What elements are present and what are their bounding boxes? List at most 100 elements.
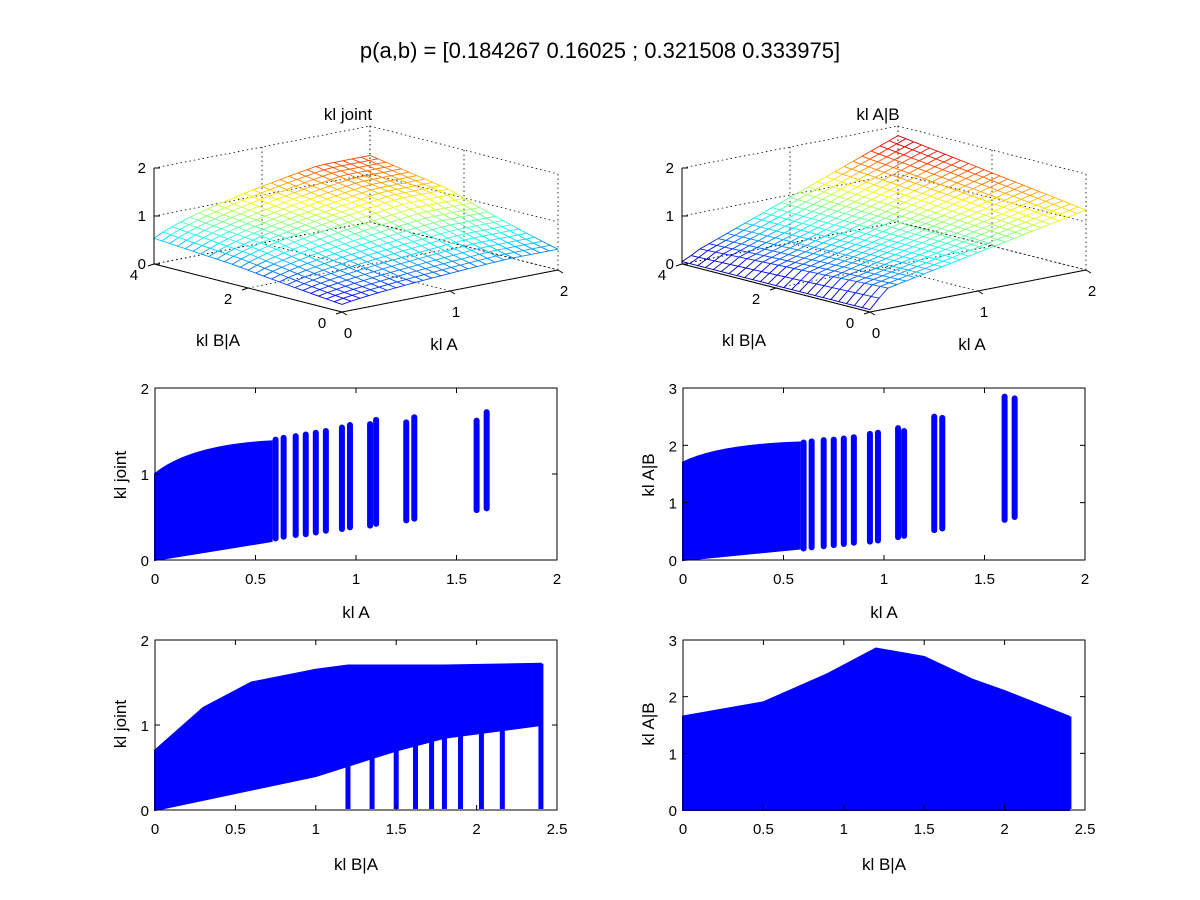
surface-mesh-cell [760,223,778,230]
surface-mesh-cell [259,198,277,204]
surface-mesh-cell [844,258,862,264]
y-tick-label: 1 [669,746,677,763]
surface-mesh-cell [760,274,778,285]
surface-mesh-cell [1027,207,1045,213]
surface-mesh-cell [272,270,290,275]
surface-mesh-cell [823,239,841,246]
surface-mesh-cell [296,227,314,232]
surface-mesh-cell [888,194,906,201]
surface-edge [502,220,512,226]
surface-mesh-cell [354,282,372,288]
surface-mesh-cell [486,217,504,223]
surface-edge [342,158,353,162]
surface-mesh-cell [930,194,948,200]
surface-mesh-cell [311,285,329,291]
surface-mesh-cell [722,256,740,265]
surface-mesh-cell [777,220,795,227]
scatter-kl-joint-vs-kl-b-given-a: kl B|A kl joint 0 0.5 1 1.5 2 2.5 0 1 2 [111,633,567,874]
surface-mesh-cell [448,231,467,237]
x-tick-mark [557,269,564,274]
grid-line [153,173,371,217]
surface-mesh-cell [790,238,808,244]
surface-mesh-cell [838,292,856,305]
surface-plot-title: kl joint [324,105,372,124]
surface-mesh-cell [824,233,842,239]
surface-mesh-cell [877,159,895,166]
surface-mesh-cell [971,194,989,200]
surface-edge [726,227,737,234]
surface-edge [1007,178,1016,183]
surface-edge [905,138,914,143]
surface-mesh-cell [932,230,950,236]
surface-mesh-cell [822,246,840,252]
surface-mesh-cell [222,220,240,226]
surface-mesh-cell [410,254,428,260]
surface-edge [888,135,899,142]
surface-mesh-cell [892,172,910,179]
surface-mesh-cell [395,194,413,199]
surface-mesh-cell [279,280,297,286]
surface-mesh-cell [786,263,804,269]
surface-mesh-cell [876,260,895,265]
surface-mesh-cell [941,226,959,232]
surface-mesh-cell [337,282,355,287]
surface-mesh-cell [280,273,298,279]
surface-mesh-cell [1045,200,1063,205]
surface-mesh-cell [353,288,371,293]
surface-mesh-cell [344,192,362,197]
surface-mesh-cell [180,219,199,226]
surface-mesh-cell [457,228,476,235]
surface-mesh-cell [726,229,745,236]
surface-mesh-cell [993,209,1012,215]
surface-mesh-cell [432,271,451,277]
surface-mesh-cell [260,192,278,197]
surface-mesh-cell [322,175,340,181]
surface-mesh-cell [497,249,515,255]
surface-mesh-cell [295,185,313,190]
surface-mesh-cell [225,251,243,257]
surface-mesh-cell [425,268,443,273]
surface-mesh-cell [251,195,269,201]
surface-mesh-cell [389,180,407,185]
surface-mesh-cell [332,167,350,172]
surface-mesh-cell [863,194,882,200]
surface-mesh-cell [444,207,462,214]
surface-mesh-cell [749,242,767,248]
surface-mesh-cell [880,284,898,289]
surface-mesh-cell [911,250,929,256]
surface-mesh-cell [689,258,707,267]
surface-mesh-cell [883,267,901,273]
surface-edge [401,168,410,173]
surface-mesh-cell [784,229,802,236]
surface-edge [780,197,791,203]
surface-mesh-cell [941,175,959,181]
scatter-kl-a-given-b-vs-kl-b-given-a: kl B|A kl A|B 0 0.5 1 1.5 2 2.5 0 1 2 3 [639,633,1095,874]
x-tick-mark [341,311,348,316]
surface-mesh-cell [338,182,356,187]
surface-mesh-cell [397,183,415,189]
surface-edge [913,141,922,146]
surface-mesh-cell [415,227,433,233]
y-tick-label: 4 [658,267,666,284]
surface-mesh-cell [262,228,280,233]
surface-mesh-cell [230,223,248,228]
surface-mesh-cell [509,230,527,236]
surface-mesh-cell [294,286,313,291]
surface-mesh-cell [387,190,405,195]
y-tick-label: 0 [318,315,326,332]
surface-mesh-cell [746,255,765,261]
surface-mesh-cell [826,220,844,226]
surface-mesh-cell [870,148,889,155]
surface-edge [717,233,728,239]
surface-mesh-cell [901,168,919,174]
surface-mesh-cell [492,227,510,234]
surface-mesh-cell [893,258,911,263]
surface-mesh-cell [504,253,523,259]
surface-mesh-cell [905,193,923,199]
surface-mesh-cell [758,237,776,244]
surface-mesh-cell [472,243,490,249]
surface-mesh-cell [935,257,953,262]
surface-mesh-cell [936,203,954,210]
surface-mesh-cell [231,216,249,222]
surface-edge [1015,181,1024,186]
